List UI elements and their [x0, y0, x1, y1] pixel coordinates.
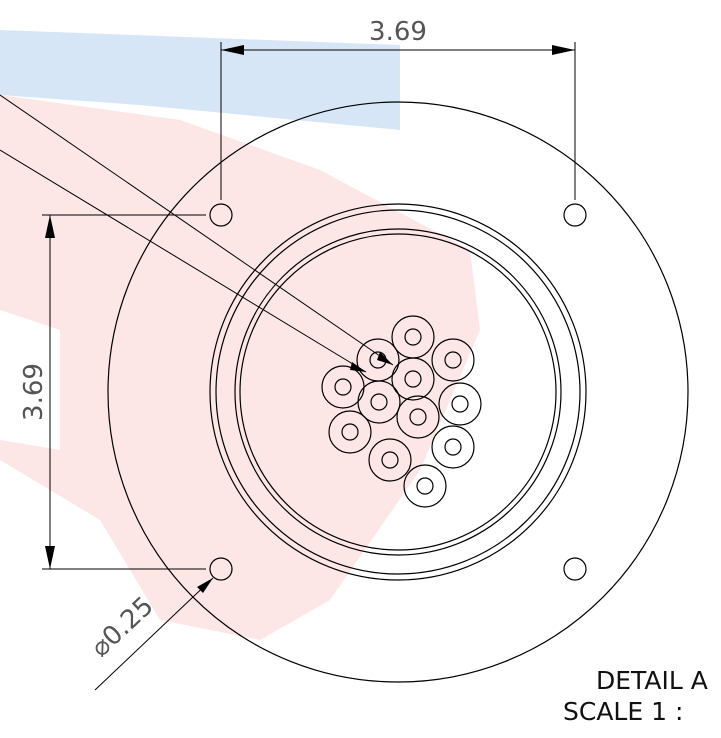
tube — [431, 425, 475, 469]
vertical-dimension: 3.69 — [19, 214, 206, 570]
inner-ring-4 — [239, 233, 557, 551]
mounting-hole-top-left — [209, 203, 233, 227]
leader-lines — [0, 94, 394, 373]
tube — [368, 438, 412, 482]
tube — [396, 395, 440, 439]
horizontal-dimension-label: 3.69 — [369, 17, 427, 47]
flange-outer-circle — [107, 101, 689, 683]
vertical-dimension-label: 3.69 — [19, 363, 49, 421]
watermark-logo — [0, 30, 480, 640]
inner-ring-1 — [209, 203, 587, 581]
tube — [357, 380, 401, 424]
inner-ring-2 — [215, 209, 581, 575]
mounting-hole-top-right — [563, 203, 587, 227]
mounting-hole-bottom-right — [563, 557, 587, 581]
detail-label: DETAIL A — [596, 666, 708, 695]
tube — [431, 338, 475, 382]
scale-label: SCALE 1 : — [563, 697, 683, 726]
tube — [403, 464, 447, 508]
mounting-hole-bottom-left — [209, 557, 233, 581]
tube — [328, 410, 372, 454]
hole-diameter-label: ⌀0.25 — [85, 591, 159, 663]
horizontal-dimension: 3.69 — [220, 17, 576, 200]
inner-ring-3 — [234, 228, 562, 556]
tube — [438, 382, 482, 426]
tube — [391, 357, 435, 401]
